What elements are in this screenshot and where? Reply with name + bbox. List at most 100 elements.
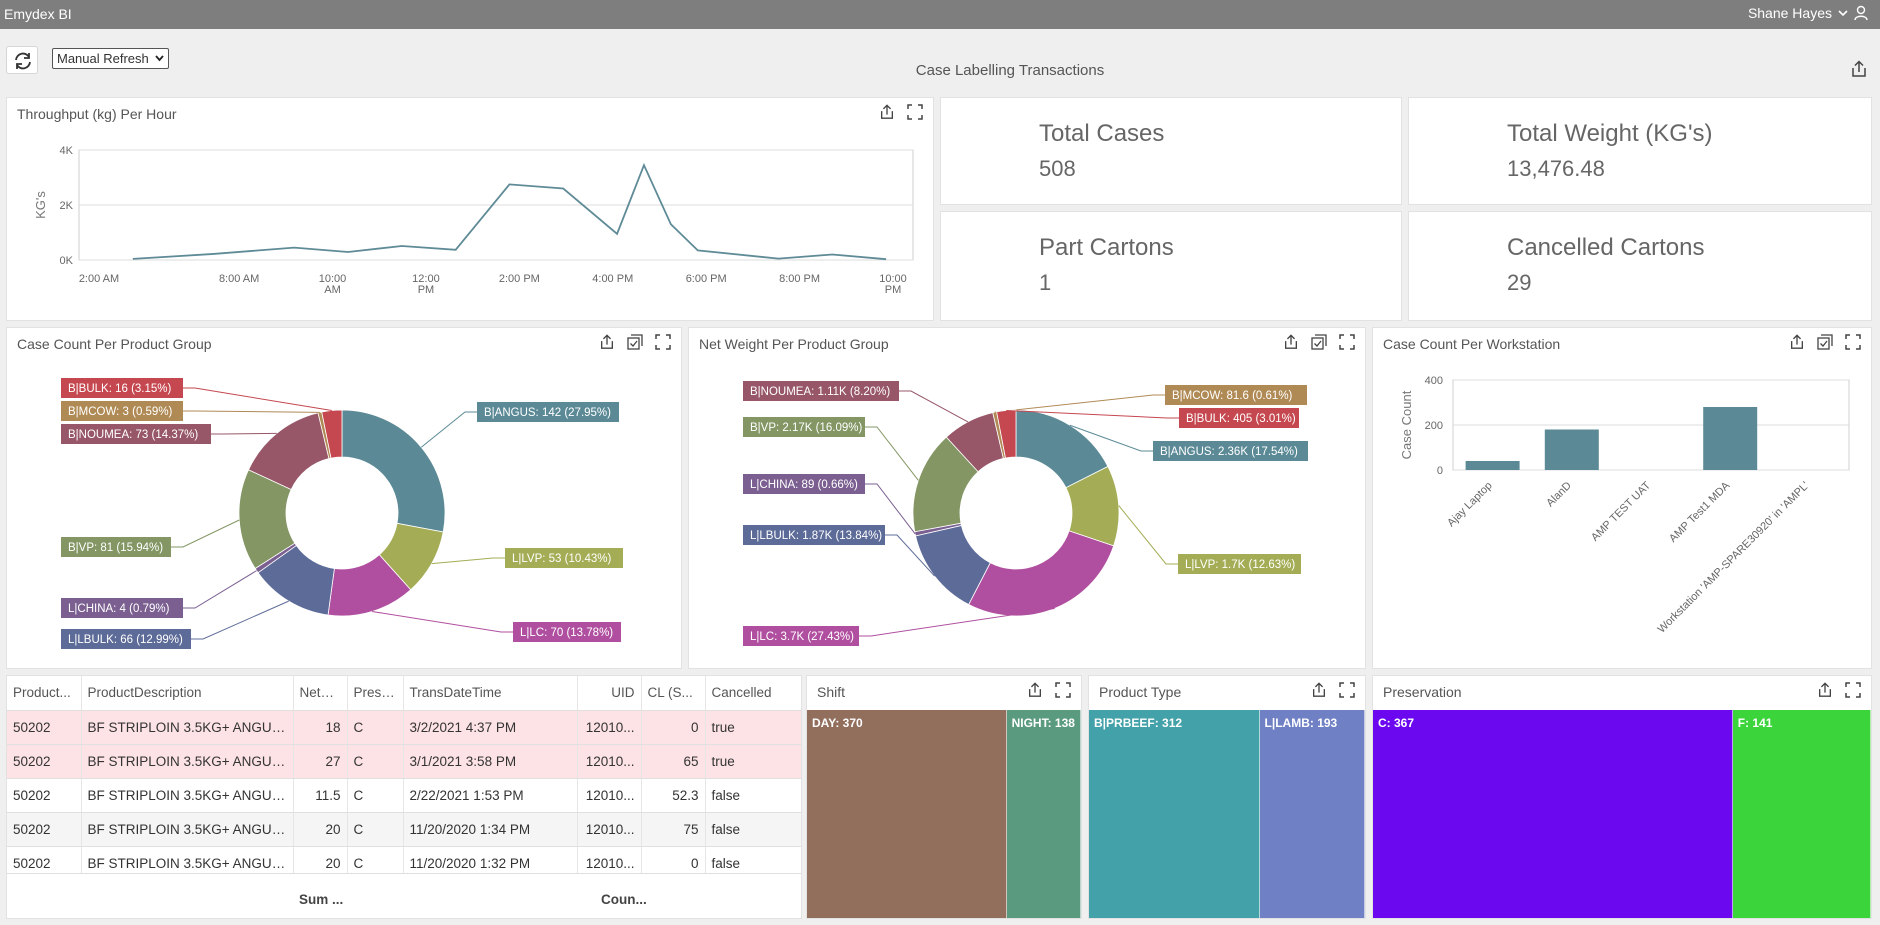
leader-line xyxy=(1006,409,1179,419)
maximize-icon[interactable] xyxy=(1339,682,1355,698)
product-type-panel: Product Type B|PRBEEF: 312 L|LAMB: 193 xyxy=(1088,675,1366,919)
treemap-label: B|PRBEEF: 312 xyxy=(1094,716,1183,730)
kpi-card-total-weight: Total Weight (KG's) 13,476.48 xyxy=(1408,97,1872,205)
multiselect-icon[interactable] xyxy=(1817,334,1833,350)
table-row[interactable]: 50202 BF STRIPLOIN 3.5KG+ ANGUS... 27 C … xyxy=(7,744,801,779)
data-label: B|MCOW: 3 (0.59%) xyxy=(68,406,173,418)
grid-table: Product... ProductDescription NetW... Pr… xyxy=(7,676,801,881)
maximize-icon[interactable] xyxy=(1339,334,1355,350)
maximize-icon[interactable] xyxy=(907,104,923,120)
maximize-icon[interactable] xyxy=(1845,334,1861,350)
column-header[interactable]: UID xyxy=(577,676,642,711)
user-menu[interactable]: Shane Hayes xyxy=(1748,5,1868,21)
treemap-cell[interactable]: NIGHT: 138 xyxy=(1006,710,1081,918)
leader-line xyxy=(211,432,277,435)
data-label-box xyxy=(513,622,621,642)
data-label: L|LVP: 53 (10.43%) xyxy=(512,553,611,565)
kpi-label: Total Weight (KG's) xyxy=(1507,120,1713,147)
x-tick-label: 2:00 PM xyxy=(499,273,540,285)
cell-preservation: C xyxy=(347,812,404,847)
kpi-value: 508 xyxy=(1039,156,1076,181)
table-row[interactable]: 50202 BF STRIPLOIN 3.5KG+ ANGUS... 18 C … xyxy=(7,710,801,745)
column-header[interactable]: Product... xyxy=(7,676,82,711)
treemap-label: L|LAMB: 193 xyxy=(1264,716,1338,730)
maximize-icon[interactable] xyxy=(1055,682,1071,698)
treemap-cell[interactable]: B|PRBEEF: 312 xyxy=(1089,710,1260,918)
export-icon[interactable] xyxy=(599,334,615,350)
refresh-mode-select[interactable]: Manual Refresh xyxy=(52,48,169,69)
cell-cancelled: false xyxy=(705,812,801,847)
data-label: B|NOUMEA: 73 (14.37%) xyxy=(68,429,198,441)
treemap-cell[interactable]: F: 141 xyxy=(1732,710,1871,918)
cell-description: BF STRIPLOIN 3.5KG+ ANGUS... xyxy=(81,778,294,813)
treemap-label: C: 367 xyxy=(1378,716,1415,730)
column-header[interactable]: ProductDescription xyxy=(81,676,294,711)
export-icon[interactable] xyxy=(1850,60,1868,78)
leader-line xyxy=(191,600,289,640)
workstation-bar-chart: 400 200 0 Case Count Ajay Laptop AlanD AMP TES… xyxy=(1399,375,1850,636)
data-label: B|VP: 2.17K (16.09%) xyxy=(750,422,862,434)
data-label: L|LBULK: 66 (12.99%) xyxy=(68,634,183,646)
x-tick-label: 4:00 PM xyxy=(592,273,633,285)
x-tick-label: 2:00 AM xyxy=(79,273,119,285)
leader-line xyxy=(994,394,1165,413)
donut-slice xyxy=(341,409,446,533)
chevron-down-icon xyxy=(155,55,164,62)
export-icon[interactable] xyxy=(1283,334,1299,350)
cell-code: 50202 xyxy=(7,744,82,779)
cell-preservation: C xyxy=(347,778,404,813)
table-row[interactable]: 50202 BF STRIPLOIN 3.5KG+ ANGUS... 11.5 … xyxy=(7,778,801,813)
export-icon[interactable] xyxy=(1789,334,1805,350)
cell-code: 50202 xyxy=(7,778,82,813)
data-label-box xyxy=(1165,385,1307,405)
kpi-value: 1 xyxy=(1039,270,1052,295)
column-header[interactable]: NetW... xyxy=(293,676,348,711)
cell-description: BF STRIPLOIN 3.5KG+ ANGUS... xyxy=(81,812,294,847)
y-axis-label: Case Count xyxy=(1399,390,1414,459)
cell-cancelled: true xyxy=(705,710,801,745)
maximize-icon[interactable] xyxy=(1845,682,1861,698)
refresh-button[interactable] xyxy=(6,46,38,74)
y-tick-label: 0K xyxy=(60,255,74,267)
refresh-mode-value: Manual Refresh xyxy=(57,51,149,66)
preservation-panel: Preservation C: 367 F: 141 xyxy=(1372,675,1872,919)
export-icon[interactable] xyxy=(1311,682,1327,698)
kpi-label: Total Cases xyxy=(1039,120,1165,147)
y-tick-label: 0 xyxy=(1437,465,1443,477)
treemap-cell[interactable]: C: 367 xyxy=(1373,710,1733,918)
treemap-cell[interactable]: L|LAMB: 193 xyxy=(1259,710,1365,918)
column-header[interactable]: TransDateTime xyxy=(403,676,578,711)
user-icon xyxy=(1854,5,1868,21)
table-row[interactable]: 50202 BF STRIPLOIN 3.5KG+ ANGUS... 20 C … xyxy=(7,812,801,847)
treemap-cell[interactable]: DAY: 370 xyxy=(807,710,1007,918)
leader-line xyxy=(183,387,332,411)
export-icon[interactable] xyxy=(1817,682,1833,698)
column-header[interactable]: CL (S... xyxy=(641,676,706,711)
maximize-icon[interactable] xyxy=(655,334,671,350)
cell-uid: 12010... xyxy=(577,744,642,779)
kpi-card-part-cartons: Part Cartons 1 xyxy=(940,211,1402,321)
multiselect-icon[interactable] xyxy=(627,334,643,350)
column-header[interactable]: Prese... xyxy=(347,676,404,711)
net-weight-donut-chart: B|ANGUS: 2.36K (17.54%) L|LVP: 1.7K (12.6… xyxy=(743,381,1308,646)
panel-title: Case Count Per Workstation xyxy=(1383,336,1561,352)
export-icon[interactable] xyxy=(879,104,895,120)
x-tick-label: 10:00 PM xyxy=(879,273,907,296)
grid-footer: Sum ... Coun... xyxy=(7,873,801,918)
leader-line xyxy=(859,607,1055,637)
shift-treemap: DAY: 370 NIGHT: 138 xyxy=(807,710,1081,918)
multiselect-icon[interactable] xyxy=(1311,334,1327,350)
column-header[interactable]: Cancelled xyxy=(705,676,801,711)
panel-title: Throughput (kg) Per Hour xyxy=(17,106,177,122)
x-tick-label: AlanD xyxy=(1544,480,1574,510)
export-icon[interactable] xyxy=(1027,682,1043,698)
donut-slice xyxy=(321,409,343,459)
bar xyxy=(1703,407,1758,470)
data-label-box xyxy=(743,417,865,437)
data-label: L|CHINA: 89 (0.66%) xyxy=(750,479,858,491)
leader-line xyxy=(372,611,513,633)
data-label: B|BULK: 405 (3.01%) xyxy=(1186,413,1296,425)
app-title: Emydex BI xyxy=(4,6,72,22)
cell-cl: 0 xyxy=(641,710,706,745)
data-label-box xyxy=(61,537,171,557)
